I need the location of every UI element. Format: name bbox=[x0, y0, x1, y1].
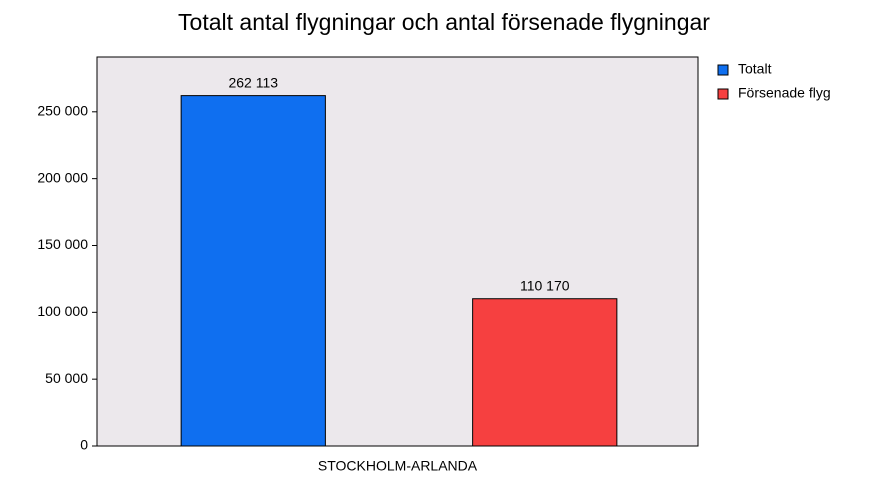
x-tick-label: STOCKHOLM-ARLANDA bbox=[318, 458, 478, 474]
data-label: 262 113 bbox=[228, 74, 278, 90]
data-label: 110 170 bbox=[520, 277, 570, 293]
legend-label: Totalt bbox=[738, 61, 772, 77]
legend-swatch bbox=[717, 64, 729, 76]
y-tick-label: 50 000 bbox=[45, 370, 88, 386]
y-tick-label: 0 bbox=[80, 437, 88, 453]
y-tick-label: 200 000 bbox=[37, 169, 88, 185]
y-tick-label: 100 000 bbox=[37, 303, 88, 319]
bar bbox=[180, 95, 326, 447]
legend-swatch bbox=[717, 88, 729, 100]
y-tick-label: 250 000 bbox=[37, 103, 88, 119]
bar bbox=[472, 298, 618, 447]
chart-title: Totalt antal flygningar och antal försen… bbox=[178, 9, 710, 35]
legend-label: Försenade flyg bbox=[738, 85, 831, 101]
y-tick-label: 150 000 bbox=[37, 236, 88, 252]
